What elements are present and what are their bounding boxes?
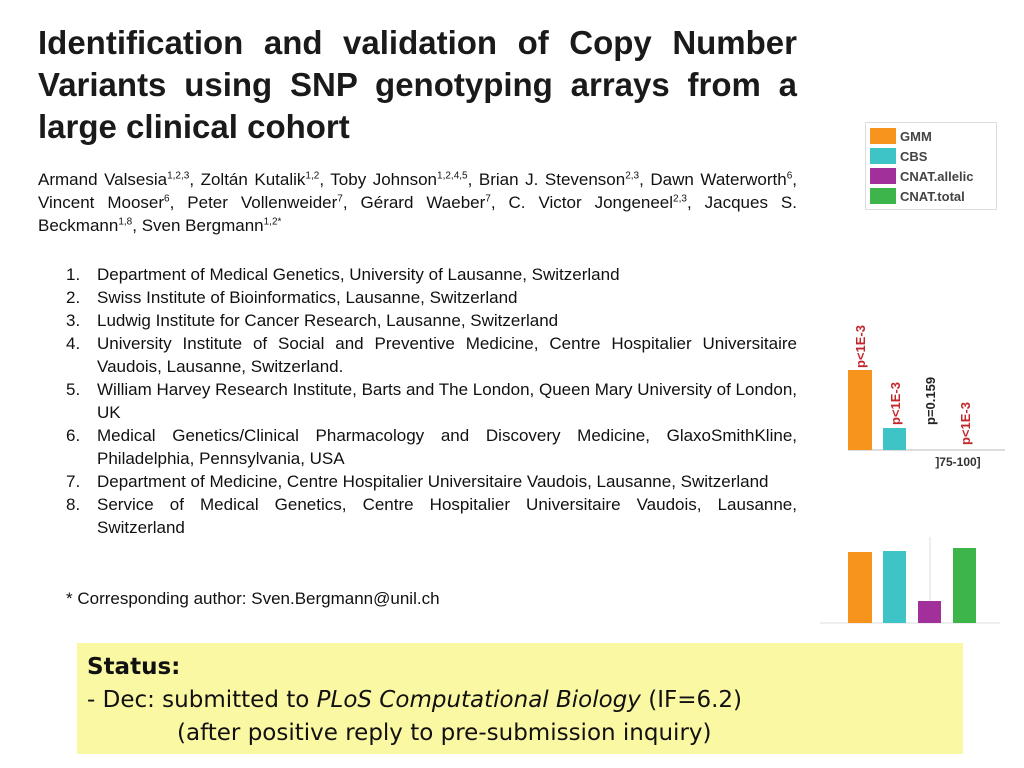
affiliation: 6. Medical Genetics/Clinical Pharmacology…: [66, 424, 797, 470]
author-name: Sven Bergmann: [141, 216, 264, 235]
legend-label: GMM: [900, 128, 932, 144]
affiliation-number: 4.: [66, 334, 81, 353]
affiliation-text: Ludwig Institute for Cancer Research, La…: [97, 311, 559, 330]
legend-item: GMM: [870, 126, 992, 146]
author-name: Jacques S. Beckmann: [38, 193, 797, 235]
author-affiliation: 6: [786, 170, 793, 182]
separator: ,: [342, 193, 348, 212]
author-name: C. Victor Jongeneel: [508, 193, 674, 212]
author-affiliation: 7: [337, 193, 343, 205]
affiliation-text: Service of Medical Genetics, Centre Hosp…: [97, 495, 797, 537]
affiliation-number: 2.: [66, 288, 81, 307]
separator: ,: [686, 193, 692, 212]
author-affiliation: 1,8: [118, 216, 133, 228]
affiliation: 8. Service of Medical Genetics, Centre Ho…: [66, 493, 797, 539]
bar: [918, 601, 941, 623]
author-affiliation: 7: [485, 193, 491, 205]
legend-label: CBS: [900, 148, 928, 164]
author-affiliation: 1,2*: [263, 216, 282, 228]
author-affiliation: 1,2: [305, 170, 320, 182]
legend-item: CNAT.allelic: [870, 166, 992, 186]
affiliation-number: 3.: [66, 311, 81, 330]
author-name: Armand Valsesia: [38, 170, 168, 189]
author-affiliation: 1,2,3: [167, 170, 190, 182]
legend-swatch: [870, 168, 896, 184]
separator: ,: [639, 170, 644, 189]
affiliation: 7. Department of Medicine, Centre Hospita…: [66, 470, 797, 493]
affiliation-text: Department of Medicine, Centre Hospitali…: [97, 472, 769, 491]
author-name: Dawn Waterworth: [650, 170, 787, 189]
affiliation: 5. William Harvey Research Institute, Bar…: [66, 378, 797, 424]
affiliation-number: 8.: [66, 495, 81, 514]
bar: [883, 551, 906, 623]
p-value: p=0.159: [923, 377, 938, 425]
separator: ,: [467, 170, 473, 189]
affiliation-number: 5.: [66, 380, 81, 399]
p-value: p<1E-3: [888, 382, 903, 425]
bar: [953, 548, 976, 623]
separator: ,: [792, 170, 797, 189]
affiliation: 2. Swiss Institute of Bioinformatics, Lau…: [66, 286, 797, 309]
affiliation: 3. Ludwig Institute for Cancer Research, …: [66, 309, 797, 332]
affiliation-text: Medical Genetics/Clinical Pharmacology a…: [97, 426, 797, 468]
authors: Armand Valsesia1,2,3, Zoltán Kutalik1,2,…: [38, 168, 797, 237]
corresponding-author: * Corresponding author: Sven.Bergmann@un…: [66, 589, 440, 608]
legend-item: CBS: [870, 146, 992, 166]
bar: [848, 552, 872, 623]
legend-item: CNAT.total: [870, 186, 992, 206]
paper-title: Identification and validation of Copy Nu…: [38, 24, 797, 145]
affiliation-number: 6.: [66, 426, 81, 445]
author-name: Vincent Mooser: [38, 193, 165, 212]
legend-label: CNAT.total: [900, 188, 965, 204]
separator: ,: [169, 193, 175, 212]
status-heading: Status:: [87, 654, 181, 680]
author-name: Peter Vollenweider: [187, 193, 338, 212]
bar: [883, 428, 906, 450]
status-box: Status: - Dec: submitted to PLoS Computa…: [77, 643, 963, 754]
legend-label: CNAT.allelic: [900, 168, 974, 184]
p-value: p<1E-3: [958, 402, 973, 445]
author-affiliation: 2,3: [625, 170, 640, 182]
status-line: - Dec: submitted to PLoS Computational B…: [87, 684, 953, 717]
status-prefix: - Dec: submitted to: [87, 687, 310, 713]
affiliation-text: University Institute of Social and Preve…: [97, 334, 797, 376]
separator: ,: [319, 170, 325, 189]
status-note: (after positive reply to pre-submission …: [177, 720, 712, 746]
author-name: Zoltán Kutalik: [200, 170, 306, 189]
author-name: Toby Johnson: [330, 170, 438, 189]
separator: ,: [132, 216, 137, 235]
legend-swatch: [870, 148, 896, 164]
author-affiliation: 6: [164, 193, 170, 205]
bin-label: ]75-100]: [935, 455, 980, 469]
p-value: p<1E-3: [853, 325, 868, 368]
bar: [848, 370, 872, 450]
affiliation-number: 1.: [66, 265, 81, 284]
chart-fragments: p<1E-3 p<1E-3 p=0.159 p<1E-3 ]75-100]: [820, 325, 1005, 624]
author-name: Brian J. Stevenson: [478, 170, 626, 189]
separator: ,: [189, 170, 195, 189]
impact-factor: (IF=6.2): [648, 687, 743, 713]
author-affiliation: 2,3: [673, 193, 687, 205]
legend-swatch: [870, 188, 896, 204]
legend-swatch: [870, 128, 896, 144]
legend: GMM CBS CNAT.allelic CNAT.total: [865, 122, 997, 210]
separator: ,: [490, 193, 496, 212]
author-affiliation: 1,2,4,5: [437, 170, 468, 182]
author-name: Gérard Waeber: [360, 193, 486, 212]
affiliation-text: William Harvey Research Institute, Barts…: [97, 380, 797, 422]
affiliation: 4. University Institute of Social and Pre…: [66, 332, 797, 378]
affiliation-text: Swiss Institute of Bioinformatics, Lausa…: [97, 288, 518, 307]
journal: PLoS Computational Biology: [316, 687, 641, 713]
affiliation: 1. Department of Medical Genetics, Univer…: [66, 263, 797, 286]
affiliation-number: 7.: [66, 472, 81, 491]
affiliation-text: Department of Medical Genetics, Universi…: [97, 265, 620, 284]
affiliations: 1. Department of Medical Genetics, Univer…: [66, 263, 797, 539]
